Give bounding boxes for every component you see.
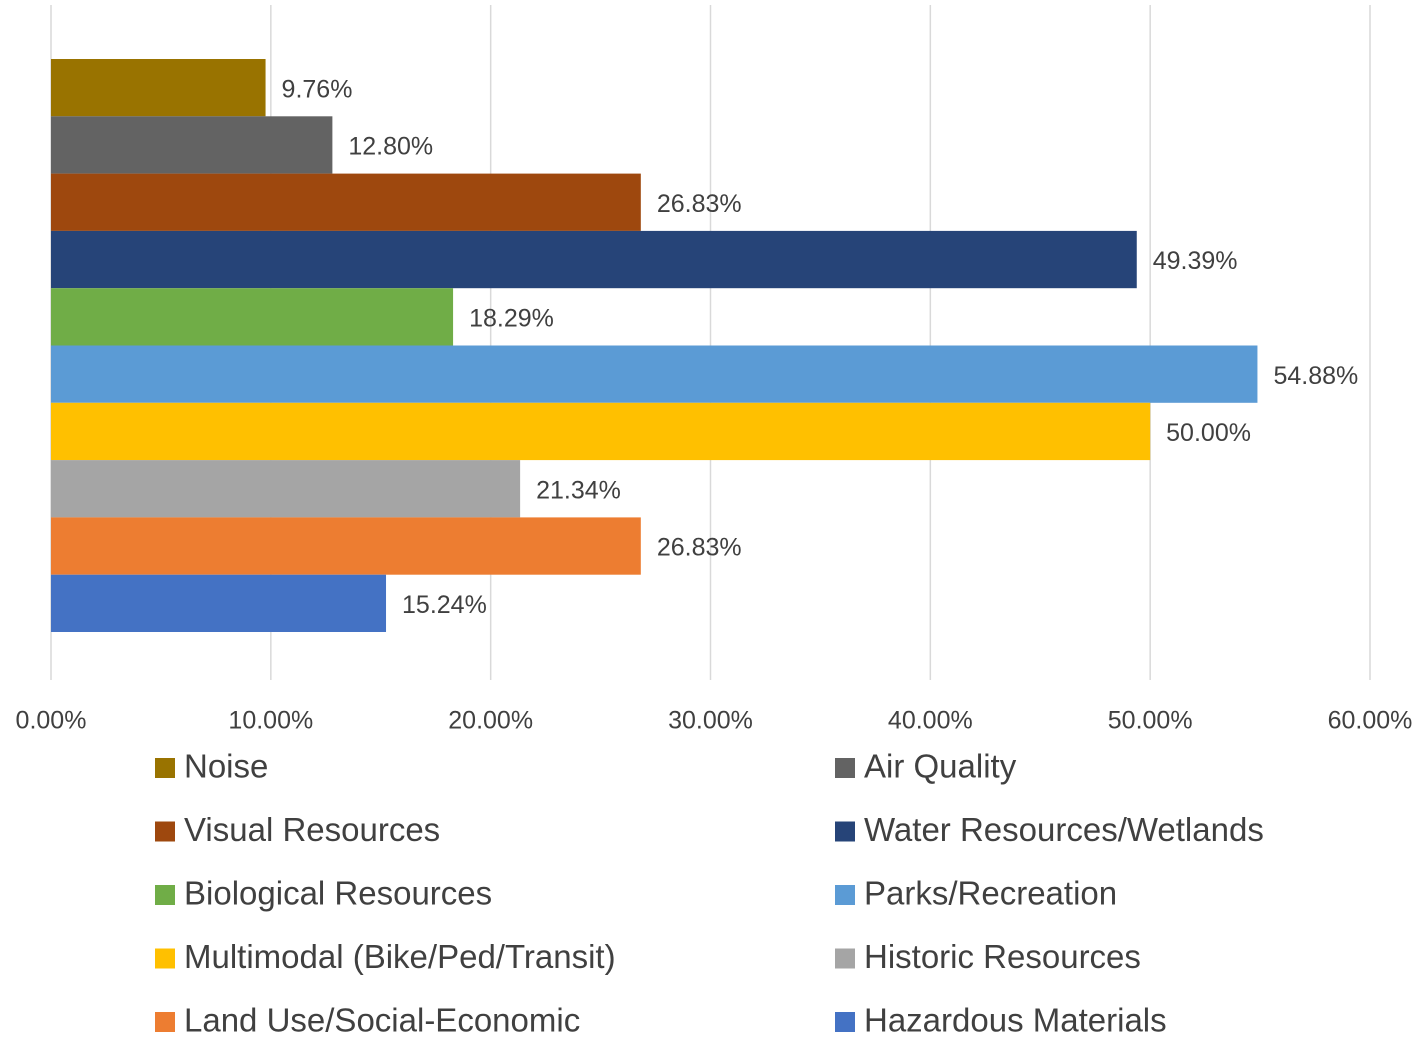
data-label: 50.00% (1166, 419, 1251, 447)
bar (51, 402, 1151, 461)
data-label: 12.80% (348, 133, 433, 161)
legend-swatch (155, 948, 175, 969)
data-label: 49.39% (1153, 247, 1238, 275)
legend-label: Historic Resources (864, 938, 1141, 975)
data-label: 21.34% (536, 476, 621, 504)
legend-swatch (835, 1012, 855, 1032)
legend-label: Water Resources/Wetlands (864, 811, 1264, 848)
bar (51, 517, 641, 575)
x-tick-label: 60.00% (1328, 707, 1413, 735)
data-label: 26.83% (657, 534, 742, 562)
legend-swatch (155, 1012, 175, 1032)
legend-swatch (835, 821, 855, 842)
legend-label: Multimodal (Bike/Ped/Transit) (184, 938, 616, 975)
legend-label: Air Quality (864, 748, 1017, 785)
bar (51, 574, 387, 632)
legend-swatch (835, 948, 855, 969)
legend-label: Land Use/Social-Economic (184, 1002, 580, 1039)
legend-swatch (835, 758, 855, 778)
legend-label: Hazardous Materials (864, 1002, 1167, 1039)
data-label: 9.76% (282, 75, 353, 103)
legend-label: Noise (184, 748, 268, 785)
legend-swatch (155, 758, 175, 778)
bar (51, 230, 1137, 289)
data-label: 26.83% (657, 190, 742, 218)
data-label: 18.29% (469, 304, 554, 332)
legend-swatch (835, 885, 855, 905)
data-label: 54.88% (1273, 362, 1358, 390)
bar (51, 460, 521, 518)
data-label: 15.24% (402, 591, 487, 619)
legend-label: Parks/Recreation (864, 875, 1117, 912)
x-tick-label: 50.00% (1108, 707, 1193, 735)
bar (51, 173, 641, 231)
x-tick-label: 20.00% (448, 707, 533, 735)
legend-swatch (155, 885, 175, 905)
bar (51, 345, 1258, 403)
x-tick-label: 30.00% (668, 707, 753, 735)
x-tick-label: 40.00% (888, 707, 973, 735)
legend-label: Biological Resources (184, 875, 492, 912)
bar (51, 288, 454, 346)
bar (51, 116, 333, 174)
x-tick-label: 10.00% (228, 707, 313, 735)
legend-swatch (155, 821, 175, 842)
legend-label: Visual Resources (184, 811, 440, 848)
bar (51, 59, 266, 117)
x-tick-label: 0.00% (16, 707, 87, 735)
